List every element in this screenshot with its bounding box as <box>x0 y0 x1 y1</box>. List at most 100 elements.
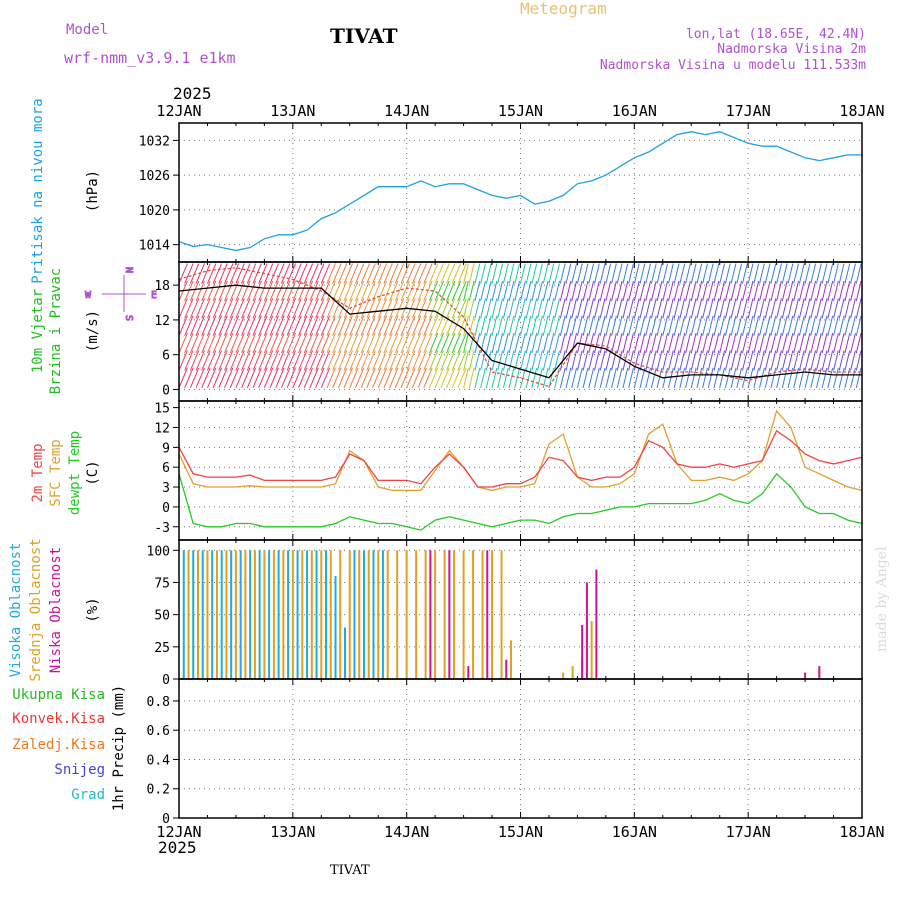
wind-barb <box>594 367 600 388</box>
wind-barb <box>770 315 777 336</box>
wind-barb <box>736 350 743 371</box>
wind-barb <box>246 263 257 284</box>
wind-barb <box>815 298 822 319</box>
wind-barb <box>855 367 862 388</box>
wind-barb <box>446 298 456 319</box>
wind-barb <box>241 332 251 354</box>
wind-barb <box>269 332 279 354</box>
wind-barb <box>798 298 805 319</box>
wind-barb <box>582 298 589 319</box>
wind-barb <box>502 350 509 371</box>
wind-barb <box>696 280 703 302</box>
wind-barb <box>844 298 851 319</box>
wind-barb <box>759 350 765 371</box>
wind-barb <box>554 298 560 319</box>
wind-barb <box>497 263 504 284</box>
wind-barb <box>201 263 211 284</box>
wind-barb <box>400 315 410 336</box>
wind-barb <box>628 350 634 371</box>
wind-barb <box>753 298 760 319</box>
wind-barb <box>673 298 680 319</box>
mid-cloud-bar <box>187 550 190 679</box>
wind-barb <box>713 315 720 336</box>
wind-barb <box>804 263 811 284</box>
mid-cloud-bar <box>500 550 503 679</box>
wind-barb <box>741 298 748 319</box>
wind-barb <box>400 332 410 354</box>
wind-barb <box>594 280 600 302</box>
wind-barb <box>690 298 697 319</box>
wind-barb <box>702 350 708 371</box>
wind-barb <box>759 280 765 302</box>
wind-barb <box>463 315 469 336</box>
wind-barb <box>457 367 467 389</box>
high-cloud-bar <box>315 550 318 679</box>
wind-barb <box>838 298 845 319</box>
wind-barb <box>303 280 314 302</box>
wind-barb <box>320 367 331 389</box>
wind-barb <box>315 315 325 336</box>
wind-barb <box>258 280 268 302</box>
wind-barb <box>531 315 538 336</box>
wind-barb <box>702 298 708 319</box>
wind-barb <box>850 367 856 388</box>
wind-barb <box>707 280 714 302</box>
wind-barb <box>337 315 348 336</box>
wind-barb <box>303 315 314 336</box>
high-cloud-bar <box>334 576 337 679</box>
high-cloud-bar <box>182 550 185 679</box>
wind-barb <box>480 367 486 388</box>
wind-barb <box>628 367 634 388</box>
wind-barb <box>406 350 416 371</box>
wind-barb <box>787 280 794 302</box>
wind-barb <box>855 315 862 336</box>
wind-barb <box>201 367 211 389</box>
wind-barb <box>616 280 623 302</box>
low-cloud-bar <box>448 550 451 679</box>
wind-barb <box>434 350 444 371</box>
wind-barb <box>286 332 297 354</box>
wind-barb <box>241 298 251 319</box>
wind-barb <box>309 263 319 284</box>
wind-barb <box>326 350 336 371</box>
wind-barb <box>713 298 720 319</box>
credit-text: made by Angel <box>874 546 890 652</box>
wind-barb <box>639 298 646 319</box>
wind-barb <box>565 298 572 319</box>
wind-barb <box>798 367 805 388</box>
mid-cloud-bar <box>481 550 484 679</box>
wind-barb <box>332 298 342 319</box>
wind-barb <box>309 332 319 354</box>
wind-barb <box>275 367 285 389</box>
legend-snow: Snijeg <box>54 762 105 778</box>
wind-barb <box>611 263 617 284</box>
wind-barb <box>298 315 308 336</box>
wind-barb <box>582 280 589 302</box>
wind-barb <box>394 350 405 371</box>
wind-barb <box>798 280 805 302</box>
wind-barb <box>206 298 217 319</box>
wind-barb <box>480 298 486 319</box>
2m-temp-line <box>178 429 863 488</box>
wind-barb <box>759 315 765 336</box>
wind-barb <box>525 298 532 319</box>
y-tick-label: 100 <box>147 544 170 559</box>
wind-barb <box>303 298 314 319</box>
wind-barb <box>229 367 240 389</box>
wind-barb <box>229 280 240 302</box>
wind-barb <box>508 367 515 388</box>
wind-barb <box>497 367 504 388</box>
wind-barb <box>576 367 583 388</box>
y-tick-label: 50 <box>154 609 170 624</box>
wind-barb <box>480 350 486 371</box>
wind-barb <box>736 367 743 388</box>
wind-barb <box>474 315 481 336</box>
wind-barb <box>275 332 285 354</box>
wind-barb <box>531 332 538 354</box>
wind-barb <box>337 280 348 302</box>
wind-barb <box>389 332 399 354</box>
wind-barb <box>303 367 314 389</box>
wind-barb <box>645 315 652 336</box>
wind-barb <box>662 280 669 302</box>
wind-barb <box>827 350 834 371</box>
